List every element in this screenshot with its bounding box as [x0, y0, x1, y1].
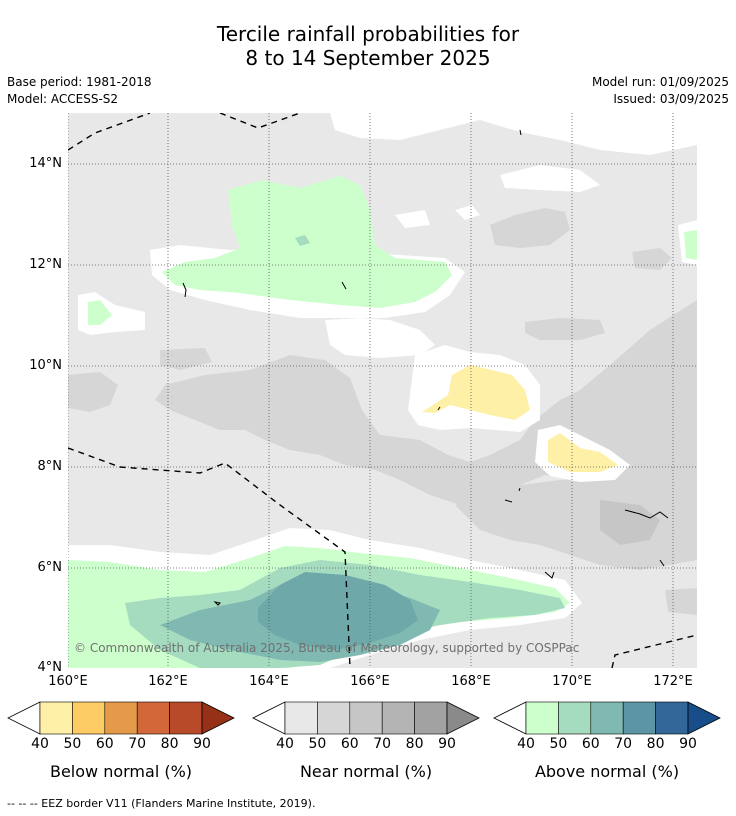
- lon-label: 160°E: [48, 674, 88, 689]
- colorbars: [7, 701, 721, 735]
- colorbar-bin: [169, 701, 203, 735]
- colorbar-title: Below normal (%): [49, 762, 193, 781]
- below-normal-40-50-regions: [422, 365, 618, 472]
- lon-label: 164°E: [249, 674, 289, 689]
- colorbar-bin: [104, 701, 138, 735]
- colorbar-tick: 60: [95, 736, 114, 752]
- colorbar-title: Above normal (%): [534, 762, 680, 781]
- colorbar-max-extend: [446, 701, 480, 735]
- colorbar-tick: 50: [63, 736, 82, 752]
- colorbar-tick: 70: [128, 736, 147, 752]
- colorbar-bin: [558, 701, 592, 735]
- colorbar-tick: 90: [679, 736, 697, 752]
- colorbar-bin: [136, 701, 170, 735]
- copyright-notice: © Commonwealth of Australia 2025, Bureau…: [74, 641, 580, 655]
- lon-label: 170°E: [552, 674, 592, 689]
- model-name: Model: ACCESS-S2: [7, 92, 119, 106]
- map-title: Tercile rainfall probabilities for 8 to …: [0, 22, 736, 70]
- lat-label: 4°N: [37, 660, 63, 675]
- meta-left: Base period: 1981-2018 Model: ACCESS-S2: [7, 74, 152, 108]
- colorbar-bin: [655, 701, 689, 735]
- issued-date: Issued: 03/09/2025: [613, 92, 729, 106]
- above-normal-70-80-regions: [258, 572, 418, 650]
- title-line-1: Tercile rainfall probabilities for: [216, 22, 520, 46]
- near-normal-60-70-regions: [600, 500, 660, 545]
- meta-right: Model run: 01/09/2025 Issued: 03/09/2025: [592, 74, 729, 108]
- islands: [182, 129, 669, 606]
- title-line-2: 8 to 14 September 2025: [245, 46, 491, 70]
- colorbar-bin: [414, 701, 448, 735]
- lon-label: 166°E: [350, 674, 390, 689]
- lat-label: 14°N: [29, 156, 62, 171]
- colorbar-bin: [39, 701, 73, 735]
- colorbar-tick: 90: [438, 736, 456, 752]
- lon-label: 162°E: [148, 674, 188, 689]
- colorbar-tick: 40: [31, 736, 49, 752]
- colorbar-bin: [525, 701, 559, 735]
- lon-label: 168°E: [451, 674, 491, 689]
- lat-label: 8°N: [37, 459, 63, 474]
- colorbar-tick: 90: [193, 736, 211, 752]
- colorbar-tick: 80: [646, 736, 665, 752]
- colorbar-max-extend: [201, 701, 235, 735]
- colorbar-tick: 70: [614, 736, 633, 752]
- base-period: Base period: 1981-2018: [7, 75, 152, 89]
- colorbar-bin: [284, 701, 318, 735]
- lat-label: 10°N: [29, 358, 62, 373]
- colorbar-min-extend: [493, 701, 527, 735]
- colorbar-tick: 50: [308, 736, 327, 752]
- colorbar-max-extend: [687, 701, 721, 735]
- colorbar-bin: [381, 701, 415, 735]
- lat-label: 12°N: [29, 257, 62, 272]
- colorbar-tick: 80: [405, 736, 424, 752]
- colorbar-bin: [349, 701, 383, 735]
- lon-label: 172°E: [653, 674, 693, 689]
- colorbar-tick: 40: [276, 736, 294, 752]
- colorbar-tick: 60: [340, 736, 359, 752]
- colorbar-tick: 50: [549, 736, 568, 752]
- colorbar-min-extend: [252, 701, 286, 735]
- colorbar-bin: [317, 701, 351, 735]
- colorbar-bin: [590, 701, 624, 735]
- map-plot-area: [68, 113, 697, 668]
- eez-borders: [68, 113, 697, 668]
- colorbar-bin: [622, 701, 656, 735]
- colorbar-tick: 80: [160, 736, 179, 752]
- model-run: Model run: 01/09/2025: [591, 75, 729, 89]
- colorbar-tick: 70: [373, 736, 392, 752]
- colorbar-tick: 60: [581, 736, 600, 752]
- colorbar-tick: 40: [517, 736, 535, 752]
- colorbar-title: Near normal (%): [299, 762, 433, 781]
- colorbar-bin: [72, 701, 106, 735]
- lat-label: 6°N: [37, 560, 63, 575]
- colorbar-min-extend: [7, 701, 41, 735]
- graticule: [68, 113, 697, 668]
- eez-footer: -- -- -- EEZ border V11 (Flanders Marine…: [7, 797, 316, 810]
